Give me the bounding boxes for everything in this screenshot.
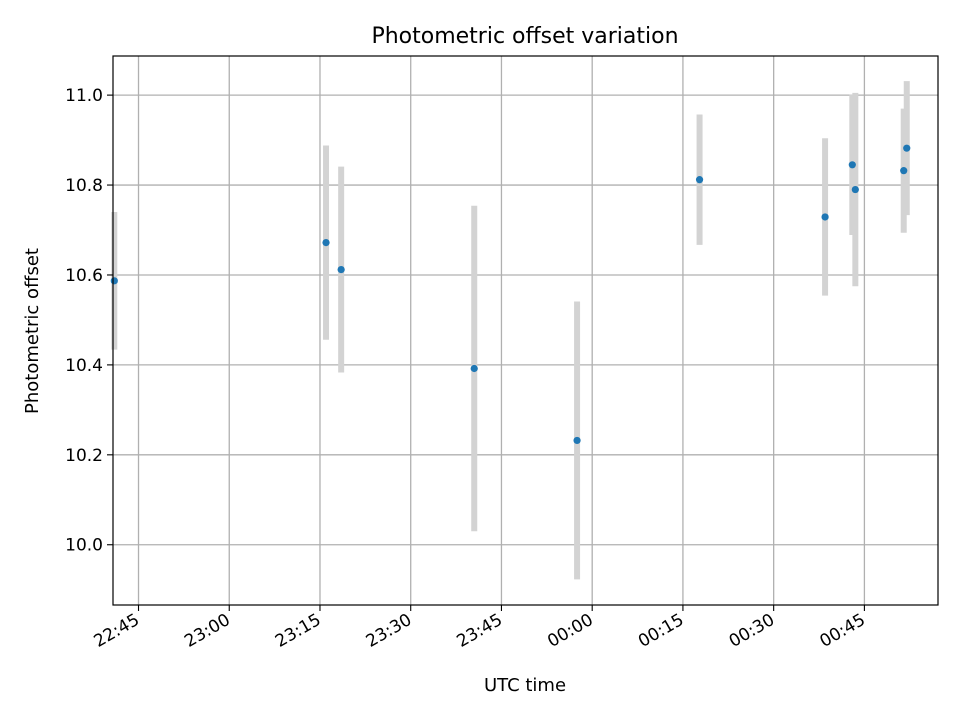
x-axis-label: UTC time xyxy=(484,675,566,696)
y-tick-label: 10.2 xyxy=(65,446,103,466)
data-point xyxy=(337,265,345,274)
data-point xyxy=(821,213,829,221)
y-tick-label: 10.6 xyxy=(65,266,103,286)
data-point xyxy=(695,176,704,184)
plot-frame xyxy=(112,55,939,606)
data-point xyxy=(900,167,908,175)
y-tick-label: 10.4 xyxy=(65,356,103,376)
y-tick-label: 10.8 xyxy=(65,176,103,196)
y-tick-label: 11.0 xyxy=(65,86,103,106)
data-point xyxy=(110,277,118,285)
data-point xyxy=(470,364,478,373)
data-point xyxy=(573,436,581,445)
grid xyxy=(113,56,938,605)
data-points xyxy=(110,144,911,445)
data-point xyxy=(848,161,856,169)
data-point xyxy=(903,144,911,152)
y-axis-label: Photometric offset xyxy=(22,248,43,414)
data-point xyxy=(322,238,330,247)
y-axis: 10.0 10.2 10.4 10.6 10.8 11.0 xyxy=(65,86,113,556)
y-tick-label: 10.0 xyxy=(65,536,103,556)
data-point xyxy=(851,185,859,194)
chart-title: Photometric offset variation xyxy=(371,24,678,49)
